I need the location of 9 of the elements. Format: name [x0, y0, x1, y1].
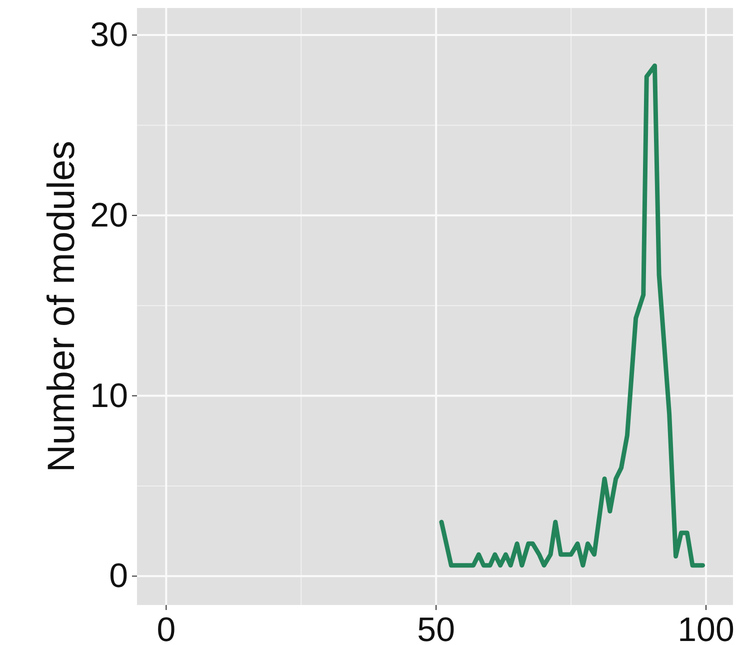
x-tick-label: 100	[678, 611, 734, 645]
x-tick-label: 0	[156, 611, 176, 645]
y-tick-label: 0	[109, 557, 128, 596]
y-tick-label: 20	[90, 196, 128, 234]
line-series	[439, 63, 706, 568]
x-tick-label: 50	[417, 611, 455, 645]
y-tick-label: 10	[90, 376, 128, 415]
y-tick-label: 30	[90, 16, 128, 54]
y-axis-title: Number of modules	[41, 140, 83, 472]
